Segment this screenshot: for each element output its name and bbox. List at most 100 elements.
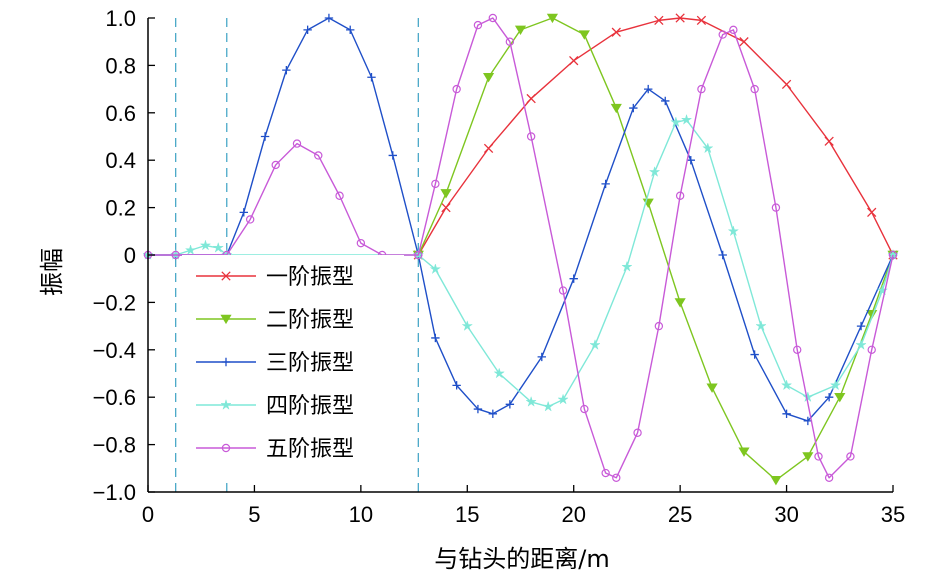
series-5-point-27 — [750, 84, 759, 94]
x-tick-label-3: 15 — [455, 502, 479, 527]
x-tick-label-7: 35 — [881, 502, 905, 527]
series-2-point-5 — [578, 30, 590, 40]
series-5-point-31 — [824, 473, 834, 482]
series-2-point-9 — [706, 383, 718, 393]
series-3-point-5 — [282, 65, 291, 75]
series-2 — [412, 13, 899, 486]
legend-item-5: 五阶振型 — [196, 437, 354, 462]
series-5-point-32 — [846, 452, 855, 461]
series-4-point-3 — [199, 239, 212, 251]
series-1-point-8 — [696, 15, 707, 26]
series-3-point-12 — [431, 333, 440, 343]
series-4-point-7 — [429, 263, 442, 275]
series-1-line — [417, 17, 894, 256]
series-5-line — [148, 17, 894, 479]
y-tick-label-4: −0.2 — [93, 290, 136, 315]
series-3-point-7 — [324, 13, 334, 23]
series-3-point-17 — [537, 352, 546, 362]
legend-label-5: 五阶振型 — [266, 437, 354, 462]
series-5-point-12 — [452, 84, 461, 94]
series-4-point-4 — [212, 241, 225, 253]
series-3-point-15 — [488, 409, 498, 418]
series-1-point-2 — [483, 143, 494, 154]
series-5-point-21 — [633, 428, 642, 437]
series-5-point-33 — [867, 345, 876, 354]
x-tick-label-6: 30 — [774, 502, 798, 527]
x-tick-label-0: 0 — [142, 502, 154, 527]
y-tick-label-5: 0 — [124, 243, 136, 268]
legend-label-2: 二阶振型 — [266, 308, 354, 333]
series-4-point-21 — [780, 379, 793, 391]
series-4-point-17 — [680, 113, 693, 125]
series-3-point-10 — [388, 151, 397, 160]
series-1-point-1 — [441, 202, 451, 213]
y-tick-label-3: −0.4 — [93, 338, 136, 363]
series-3-point-26 — [782, 409, 791, 418]
series-3-point-20 — [629, 103, 638, 113]
y-tick-label-2: −0.6 — [93, 385, 136, 410]
series-1-point-10 — [781, 79, 792, 90]
series-4-point-20 — [755, 320, 767, 332]
legend-marker-1 — [221, 271, 231, 281]
series-4-point-13 — [589, 338, 601, 350]
y-tick-label-1: −0.8 — [93, 433, 136, 458]
legend-label-4: 四阶振型 — [266, 394, 354, 419]
series-3-point-6 — [303, 25, 312, 35]
legend-box — [182, 255, 404, 480]
series-2-point-3 — [514, 25, 527, 36]
series-1-point-6 — [654, 15, 664, 26]
series-1-point-4 — [569, 56, 579, 66]
ticks: 0 5 10 15 20 25 30 35 −1.0 −0.8 −0.6 −0.4 −0.2 0 0.2 0.… — [93, 6, 906, 527]
legend-marker-2 — [220, 314, 232, 325]
series-3-point-4 — [260, 132, 270, 141]
y-tick-label-7: 0.4 — [105, 148, 136, 173]
legend-marker-5 — [221, 443, 231, 453]
series-3-point-27 — [803, 416, 813, 426]
series-4-point-2 — [184, 244, 197, 256]
series-5-point-11 — [431, 179, 440, 189]
series-3-point-23 — [686, 156, 695, 165]
series-layer — [142, 13, 899, 486]
series-2-point-12 — [802, 452, 814, 462]
series-2-point-13 — [834, 393, 846, 403]
series-3-point-18 — [569, 274, 578, 283]
series-3-point-29 — [856, 321, 866, 331]
series-4-point-9 — [493, 367, 505, 379]
series-5-point-1 — [171, 250, 180, 260]
y-tick-label-9: 0.8 — [105, 53, 136, 78]
series-2-point-2 — [482, 73, 495, 83]
series-3-point-25 — [750, 350, 759, 359]
x-tick-label-2: 10 — [349, 502, 373, 527]
x-axis-title: 与钻头的距离/m — [434, 545, 609, 573]
series-2-point-8 — [674, 298, 686, 308]
legend-label-3: 三阶振型 — [266, 351, 354, 376]
series-5-point-14 — [488, 13, 498, 23]
series-5-point-4 — [271, 160, 280, 170]
series-4-point-12 — [557, 393, 569, 405]
legend-item-3: 三阶振型 — [196, 351, 354, 376]
legend-marker-3 — [221, 357, 231, 367]
series-5-point-22 — [654, 321, 664, 331]
series-2-point-4 — [546, 13, 559, 24]
x-tick-label-5: 25 — [668, 502, 692, 527]
series-5-point-18 — [580, 404, 589, 414]
series-4-point-22 — [802, 391, 814, 403]
series-2-point-10 — [738, 447, 750, 457]
y-axis-title: 振幅 — [38, 248, 66, 296]
series-5-point-5 — [292, 139, 302, 148]
series-5-point-10 — [414, 250, 423, 260]
legend-item-1: 一阶振型 — [196, 265, 354, 290]
series-3-point-3 — [239, 208, 248, 217]
series-5-point-19 — [601, 468, 610, 478]
series-5-point-13 — [473, 20, 483, 30]
series-4-point-23 — [829, 379, 842, 391]
series-4-point-16 — [670, 116, 682, 128]
series-5-point-34 — [888, 250, 898, 260]
series-3-point-13 — [452, 381, 461, 390]
y-tick-label-0: −1.0 — [93, 480, 136, 505]
series-1-point-9 — [739, 37, 749, 47]
series-4-point-11 — [542, 400, 554, 412]
series-2-point-6 — [610, 103, 622, 114]
series-5-point-16 — [526, 132, 536, 141]
